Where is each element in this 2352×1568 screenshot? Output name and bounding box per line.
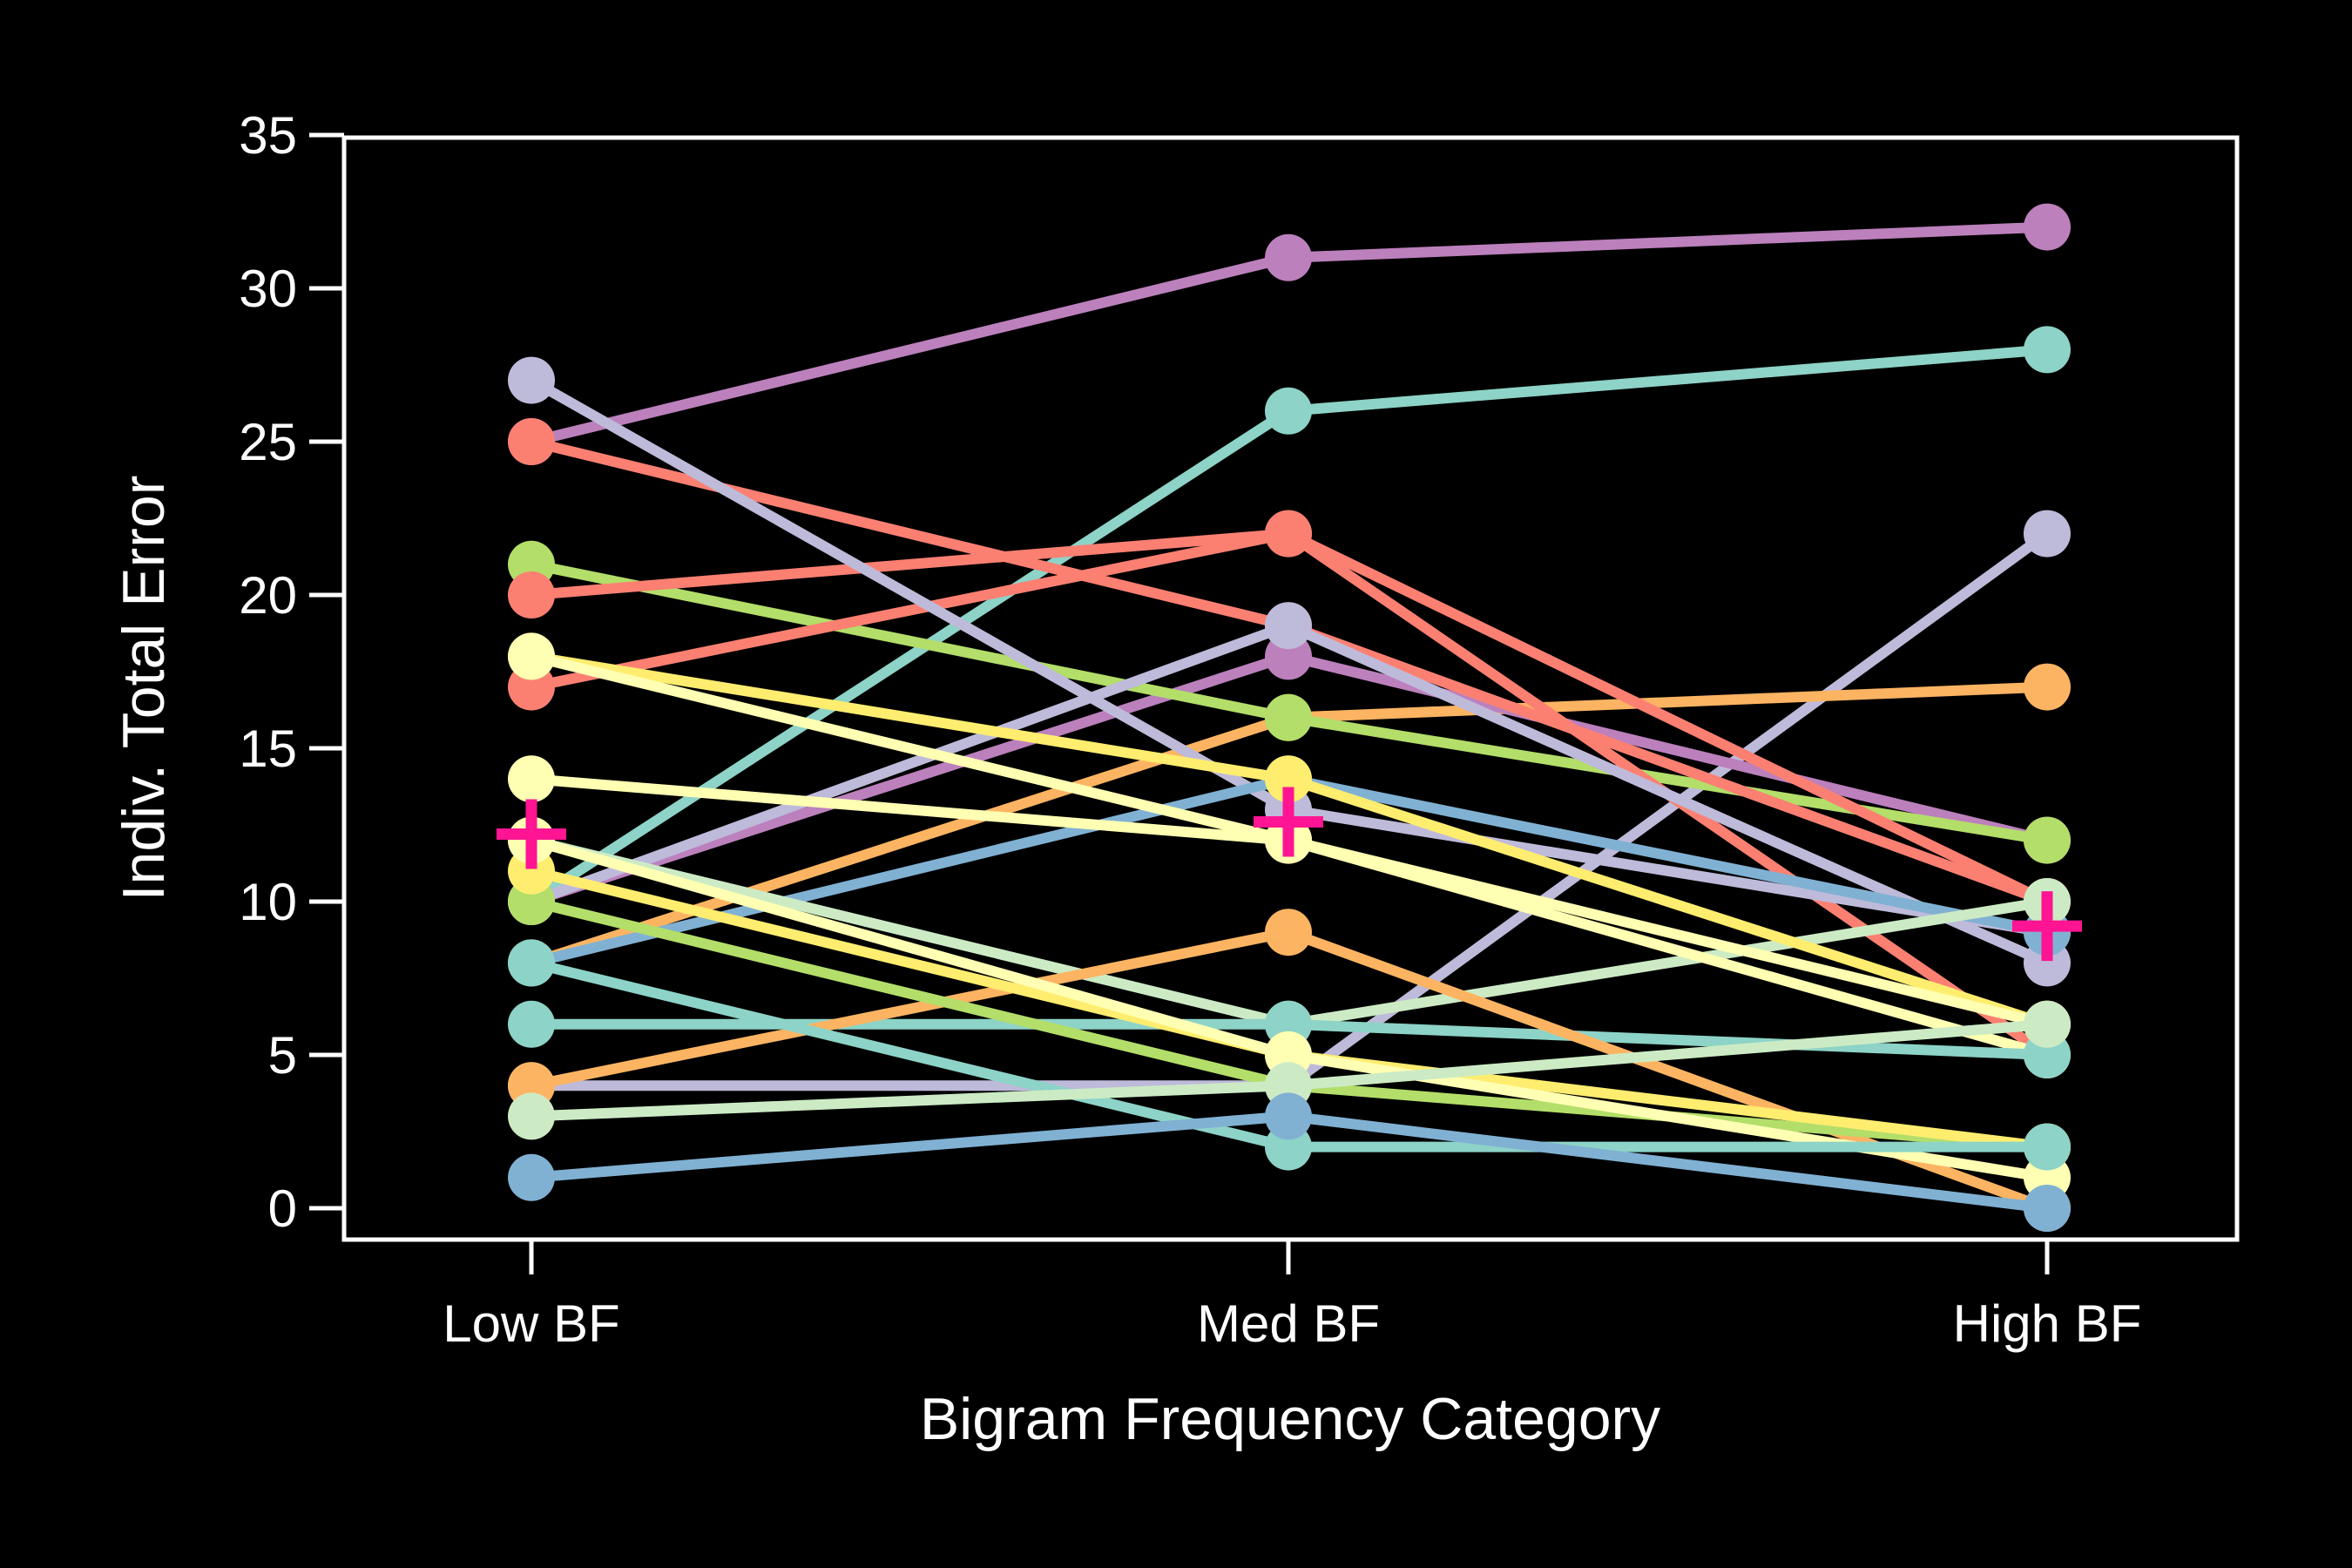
- y-tick-label: 30: [239, 260, 297, 318]
- data-point: [1265, 602, 1312, 650]
- y-tick-label: 0: [268, 1179, 297, 1238]
- series-24: [508, 1092, 2071, 1232]
- y-axis: 0 5 10 15 20 25 30 35: [239, 106, 344, 1238]
- data-point: [508, 571, 555, 618]
- data-point: [2024, 203, 2071, 251]
- data-point: [508, 418, 555, 465]
- data-point: [1265, 233, 1312, 281]
- data-point: [508, 1000, 555, 1048]
- mean-marker: [497, 799, 566, 869]
- x-tick-label: High BF: [1953, 1294, 2142, 1353]
- data-point: [508, 1153, 555, 1201]
- data-point: [1265, 1092, 1312, 1140]
- data-point: [1265, 755, 1312, 803]
- data-point: [2024, 1000, 2071, 1048]
- y-tick-label: 35: [239, 106, 297, 165]
- data-point: [508, 939, 555, 987]
- data-point: [1265, 387, 1312, 435]
- data-point: [2024, 663, 2071, 711]
- mean-marker: [2012, 891, 2082, 962]
- mean-marker: [1254, 787, 1323, 857]
- data-point: [2024, 816, 2071, 864]
- x-axis-label: Bigram Frequency Category: [920, 1386, 1660, 1452]
- series-layer: [508, 203, 2071, 1232]
- data-point: [508, 1092, 555, 1140]
- x-tick-label: Low BF: [443, 1294, 619, 1353]
- data-point: [2024, 510, 2071, 558]
- mean-markers: [497, 787, 2082, 962]
- data-point: [1265, 909, 1312, 956]
- data-point: [1265, 510, 1312, 558]
- y-axis-label: Indiv. Total Error: [111, 476, 177, 902]
- data-point: [2024, 1185, 2071, 1232]
- y-tick-label: 5: [268, 1026, 297, 1085]
- y-tick-label: 10: [239, 873, 297, 931]
- data-point: [1265, 693, 1312, 741]
- data-point: [508, 356, 555, 404]
- y-tick-label: 25: [239, 413, 297, 471]
- data-point: [2024, 1123, 2071, 1171]
- data-point: [2024, 326, 2071, 374]
- x-axis: Low BF Med BF High BF: [443, 1240, 2141, 1353]
- data-point: [508, 632, 555, 680]
- x-tick-label: Med BF: [1197, 1294, 1380, 1353]
- y-tick-label: 20: [239, 566, 297, 625]
- y-tick-label: 15: [239, 720, 297, 778]
- data-point: [508, 755, 555, 803]
